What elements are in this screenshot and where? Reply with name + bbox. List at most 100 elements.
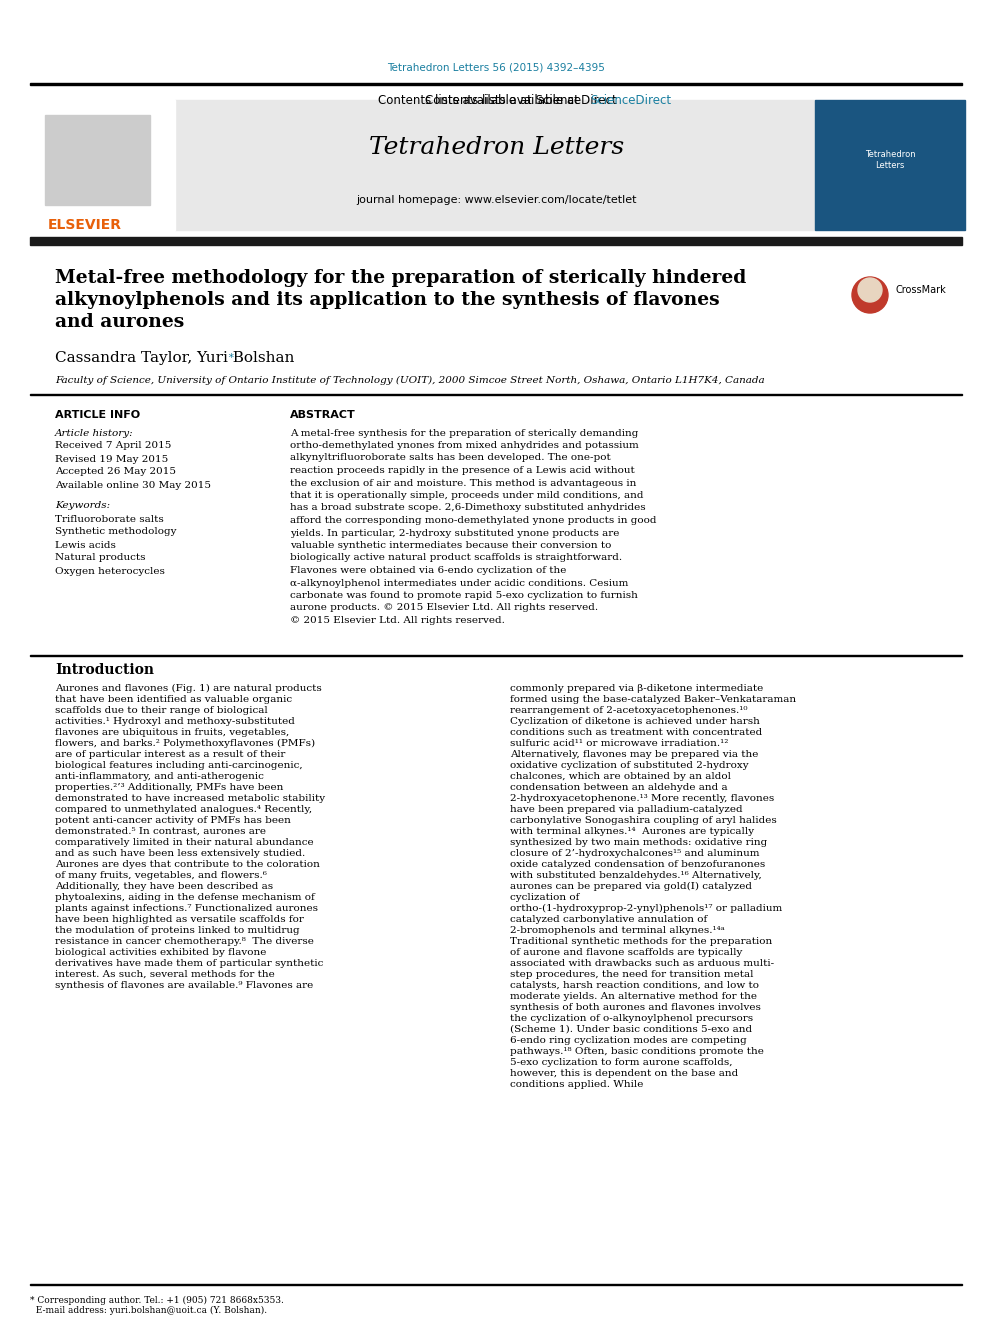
Text: 6-endo ring cyclization modes are competing: 6-endo ring cyclization modes are compet…	[510, 1036, 747, 1045]
Text: Metal-free methodology for the preparation of sterically hindered: Metal-free methodology for the preparati…	[55, 269, 746, 287]
Text: aurones can be prepared via gold(I) catalyzed: aurones can be prepared via gold(I) cata…	[510, 882, 752, 892]
Text: properties.²’³ Additionally, PMFs have been: properties.²’³ Additionally, PMFs have b…	[55, 783, 284, 792]
Text: CrossMark: CrossMark	[895, 284, 945, 295]
Text: commonly prepared via β-diketone intermediate: commonly prepared via β-diketone interme…	[510, 684, 763, 693]
Text: moderate yields. An alternative method for the: moderate yields. An alternative method f…	[510, 992, 757, 1002]
Text: 2-hydroxyacetophenone.¹³ More recently, flavones: 2-hydroxyacetophenone.¹³ More recently, …	[510, 794, 774, 803]
Text: reaction proceeds rapidly in the presence of a Lewis acid without: reaction proceeds rapidly in the presenc…	[290, 466, 635, 475]
Text: Aurones are dyes that contribute to the coloration: Aurones are dyes that contribute to the …	[55, 860, 319, 869]
Bar	[30, 83, 962, 85]
Bar	[30, 237, 962, 245]
Text: the cyclization of o-alkynoylphenol precursors: the cyclization of o-alkynoylphenol prec…	[510, 1013, 753, 1023]
Text: with terminal alkynes.¹⁴  Aurones are typically: with terminal alkynes.¹⁴ Aurones are typ…	[510, 827, 754, 836]
Text: Contents lists available at ScienceDirect: Contents lists available at ScienceDirec…	[378, 94, 616, 106]
Text: synthesis of both aurones and flavones involves: synthesis of both aurones and flavones i…	[510, 1003, 761, 1012]
Text: carbonate was found to promote rapid 5-exo cyclization to furnish: carbonate was found to promote rapid 5-e…	[290, 591, 638, 601]
Text: Synthetic methodology: Synthetic methodology	[55, 528, 177, 537]
Text: oxidative cyclization of substituted 2-hydroxy: oxidative cyclization of substituted 2-h…	[510, 761, 749, 770]
Text: * Corresponding author. Tel.: +1 (905) 721 8668x5353.: * Corresponding author. Tel.: +1 (905) 7…	[30, 1295, 284, 1304]
Text: valuable synthetic intermediates because their conversion to: valuable synthetic intermediates because…	[290, 541, 611, 550]
Text: condensation between an aldehyde and a: condensation between an aldehyde and a	[510, 783, 727, 792]
Text: Oxygen heterocycles: Oxygen heterocycles	[55, 566, 165, 576]
Text: Keywords:: Keywords:	[55, 501, 110, 511]
Text: Tetrahedron
Letters: Tetrahedron Letters	[865, 151, 916, 169]
Text: the modulation of proteins linked to multidrug: the modulation of proteins linked to mul…	[55, 926, 300, 935]
Text: ARTICLE INFO: ARTICLE INFO	[55, 410, 140, 419]
Text: Flavones were obtained via 6-endo cyclization of the: Flavones were obtained via 6-endo cycliz…	[290, 566, 566, 576]
Text: formed using the base-catalyzed Baker–Venkataraman: formed using the base-catalyzed Baker–Ve…	[510, 695, 797, 704]
Text: ortho-(1-hydroxyprop-2-ynyl)phenols¹⁷ or palladium: ortho-(1-hydroxyprop-2-ynyl)phenols¹⁷ or…	[510, 904, 783, 913]
Text: Tetrahedron Letters: Tetrahedron Letters	[369, 136, 625, 160]
Text: Received 7 April 2015: Received 7 April 2015	[55, 442, 172, 451]
Text: Alternatively, flavones may be prepared via the: Alternatively, flavones may be prepared …	[510, 750, 758, 759]
Text: with substituted benzaldehydes.¹⁶ Alternatively,: with substituted benzaldehydes.¹⁶ Altern…	[510, 871, 762, 880]
Text: synthesis of flavones are available.⁹ Flavones are: synthesis of flavones are available.⁹ Fl…	[55, 980, 313, 990]
Text: Tetrahedron Letters 56 (2015) 4392–4395: Tetrahedron Letters 56 (2015) 4392–4395	[387, 64, 605, 73]
Bar	[45, 115, 150, 205]
Text: conditions applied. While: conditions applied. While	[510, 1080, 644, 1089]
Text: A metal-free synthesis for the preparation of sterically demanding: A metal-free synthesis for the preparati…	[290, 429, 639, 438]
Text: catalyzed carbonylative annulation of: catalyzed carbonylative annulation of	[510, 916, 707, 923]
Text: conditions such as treatment with concentrated: conditions such as treatment with concen…	[510, 728, 762, 737]
Text: rearrangement of 2-acetoxyacetophenones.¹⁰: rearrangement of 2-acetoxyacetophenones.…	[510, 706, 748, 714]
Text: Traditional synthetic methods for the preparation: Traditional synthetic methods for the pr…	[510, 937, 772, 946]
Text: chalcones, which are obtained by an aldol: chalcones, which are obtained by an aldo…	[510, 773, 731, 781]
Text: phytoalexins, aiding in the defense mechanism of: phytoalexins, aiding in the defense mech…	[55, 893, 314, 902]
Text: biologically active natural product scaffolds is straightforward.: biologically active natural product scaf…	[290, 553, 622, 562]
Text: ABSTRACT: ABSTRACT	[290, 410, 356, 419]
Text: comparatively limited in their natural abundance: comparatively limited in their natural a…	[55, 837, 313, 847]
Text: Article history:: Article history:	[55, 429, 134, 438]
Text: aurone products. © 2015 Elsevier Ltd. All rights reserved.: aurone products. © 2015 Elsevier Ltd. Al…	[290, 603, 598, 613]
Text: cyclization of: cyclization of	[510, 893, 579, 902]
Text: Contents lists available at: Contents lists available at	[425, 94, 582, 106]
Text: E-mail address: yuri.bolshan@uoit.ca (Y. Bolshan).: E-mail address: yuri.bolshan@uoit.ca (Y.…	[30, 1306, 267, 1315]
Text: demonstrated to have increased metabolic stability: demonstrated to have increased metabolic…	[55, 794, 325, 803]
Text: pathways.¹⁸ Often, basic conditions promote the: pathways.¹⁸ Often, basic conditions prom…	[510, 1046, 764, 1056]
Text: compared to unmethylated analogues.⁴ Recently,: compared to unmethylated analogues.⁴ Rec…	[55, 804, 312, 814]
Text: Available online 30 May 2015: Available online 30 May 2015	[55, 480, 211, 490]
Text: however, this is dependent on the base and: however, this is dependent on the base a…	[510, 1069, 738, 1078]
Text: alkynyltrifluoroborate salts has been developed. The one-pot: alkynyltrifluoroborate salts has been de…	[290, 454, 611, 463]
Text: demonstrated.⁵ In contrast, aurones are: demonstrated.⁵ In contrast, aurones are	[55, 827, 266, 836]
Text: journal homepage: www.elsevier.com/locate/tetlet: journal homepage: www.elsevier.com/locat…	[357, 194, 637, 205]
Text: Introduction: Introduction	[55, 664, 154, 677]
Text: closure of 2’-hydroxychalcones¹⁵ and aluminum: closure of 2’-hydroxychalcones¹⁵ and alu…	[510, 849, 760, 859]
Text: of aurone and flavone scaffolds are typically: of aurone and flavone scaffolds are typi…	[510, 949, 742, 957]
Bar	[30, 101, 175, 230]
Text: Natural products: Natural products	[55, 553, 146, 562]
Text: ortho-demethylated ynones from mixed anhydrides and potassium: ortho-demethylated ynones from mixed anh…	[290, 441, 639, 450]
Bar	[175, 101, 815, 230]
Text: has a broad substrate scope. 2,6-Dimethoxy substituted anhydrides: has a broad substrate scope. 2,6-Dimetho…	[290, 504, 646, 512]
Text: that it is operationally simple, proceeds under mild conditions, and: that it is operationally simple, proceed…	[290, 491, 644, 500]
Text: derivatives have made them of particular synthetic: derivatives have made them of particular…	[55, 959, 323, 968]
Text: scaffolds due to their range of biological: scaffolds due to their range of biologic…	[55, 706, 268, 714]
Bar	[815, 101, 965, 230]
Text: biological activities exhibited by flavone: biological activities exhibited by flavo…	[55, 949, 267, 957]
Text: flavones are ubiquitous in fruits, vegetables,: flavones are ubiquitous in fruits, veget…	[55, 728, 290, 737]
Text: Cassandra Taylor, Yuri Bolshan: Cassandra Taylor, Yuri Bolshan	[55, 351, 295, 365]
Text: synthesized by two main methods: oxidative ring: synthesized by two main methods: oxidati…	[510, 837, 767, 847]
Text: (Scheme 1). Under basic conditions 5-exo and: (Scheme 1). Under basic conditions 5-exo…	[510, 1025, 752, 1035]
Text: α-alkynoylphenol intermediates under acidic conditions. Cesium: α-alkynoylphenol intermediates under aci…	[290, 578, 628, 587]
Text: potent anti-cancer activity of PMFs has been: potent anti-cancer activity of PMFs has …	[55, 816, 291, 826]
Text: *: *	[225, 353, 234, 363]
Text: Lewis acids: Lewis acids	[55, 541, 116, 549]
Text: catalysts, harsh reaction conditions, and low to: catalysts, harsh reaction conditions, an…	[510, 980, 759, 990]
Circle shape	[858, 278, 882, 302]
Text: 2-bromophenols and terminal alkynes.¹⁴ᵃ: 2-bromophenols and terminal alkynes.¹⁴ᵃ	[510, 926, 725, 935]
Text: yields. In particular, 2-hydroxy substituted ynone products are: yields. In particular, 2-hydroxy substit…	[290, 528, 619, 537]
Text: and as such have been less extensively studied.: and as such have been less extensively s…	[55, 849, 306, 859]
Text: step procedures, the need for transition metal: step procedures, the need for transition…	[510, 970, 754, 979]
Text: Faculty of Science, University of Ontario Institute of Technology (UOIT), 2000 S: Faculty of Science, University of Ontari…	[55, 376, 765, 385]
Text: Trifluoroborate salts: Trifluoroborate salts	[55, 515, 164, 524]
Text: of many fruits, vegetables, and flowers.⁶: of many fruits, vegetables, and flowers.…	[55, 871, 267, 880]
Circle shape	[852, 277, 888, 314]
Text: Cyclization of diketone is achieved under harsh: Cyclization of diketone is achieved unde…	[510, 717, 760, 726]
Text: activities.¹ Hydroxyl and methoxy-substituted: activities.¹ Hydroxyl and methoxy-substi…	[55, 717, 295, 726]
Text: the exclusion of air and moisture. This method is advantageous in: the exclusion of air and moisture. This …	[290, 479, 637, 487]
Text: flowers, and barks.² Polymethoxyflavones (PMFs): flowers, and barks.² Polymethoxyflavones…	[55, 740, 315, 747]
Text: have been prepared via palladium-catalyzed: have been prepared via palladium-catalyz…	[510, 804, 743, 814]
Text: resistance in cancer chemotherapy.⁸  The diverse: resistance in cancer chemotherapy.⁸ The …	[55, 937, 313, 946]
Text: are of particular interest as a result of their: are of particular interest as a result o…	[55, 750, 286, 759]
Text: that have been identified as valuable organic: that have been identified as valuable or…	[55, 695, 292, 704]
